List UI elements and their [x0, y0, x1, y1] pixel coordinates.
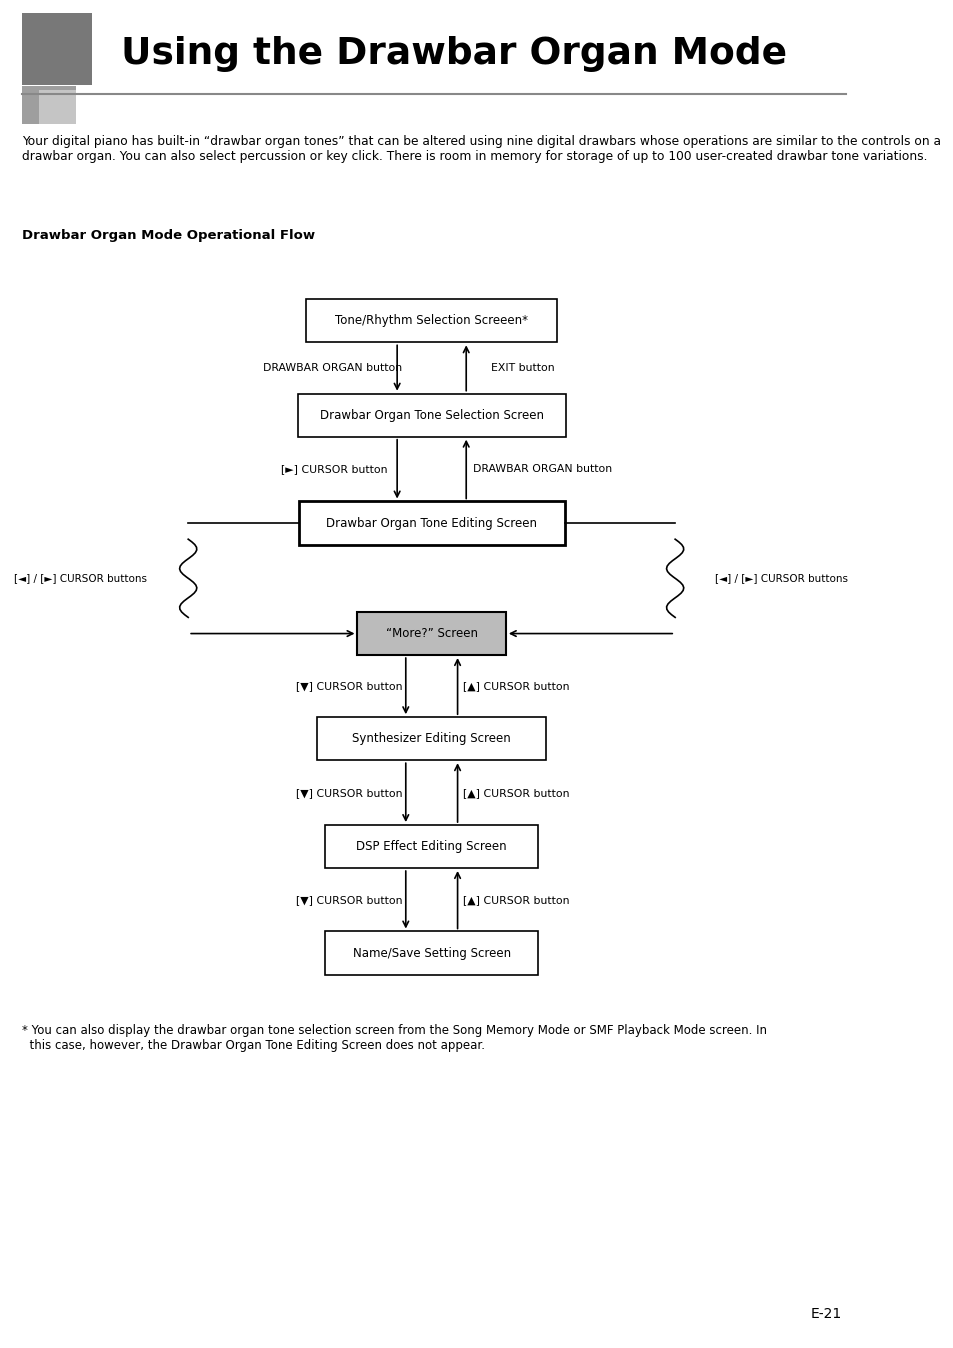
- Text: DRAWBAR ORGAN button: DRAWBAR ORGAN button: [472, 464, 611, 474]
- Text: Name/Save Setting Screen: Name/Save Setting Screen: [353, 946, 510, 960]
- FancyBboxPatch shape: [298, 501, 564, 545]
- FancyBboxPatch shape: [357, 612, 505, 655]
- Text: DSP Effect Editing Screen: DSP Effect Editing Screen: [356, 840, 506, 853]
- Text: “More?” Screen: “More?” Screen: [385, 627, 477, 640]
- Text: E-21: E-21: [810, 1308, 841, 1321]
- Bar: [22, 86, 76, 124]
- Text: Tone/Rhythm Selection Screeen*: Tone/Rhythm Selection Screeen*: [335, 314, 528, 328]
- Text: Drawbar Organ Tone Selection Screen: Drawbar Organ Tone Selection Screen: [319, 408, 543, 422]
- Text: [▲] CURSOR button: [▲] CURSOR button: [462, 681, 569, 692]
- FancyBboxPatch shape: [325, 931, 537, 975]
- Text: [◄] / [►] CURSOR buttons: [◄] / [►] CURSOR buttons: [714, 573, 847, 584]
- FancyBboxPatch shape: [306, 299, 557, 342]
- Text: Drawbar Organ Mode Operational Flow: Drawbar Organ Mode Operational Flow: [22, 229, 314, 243]
- Text: [▼] CURSOR button: [▼] CURSOR button: [296, 681, 402, 692]
- Text: [▲] CURSOR button: [▲] CURSOR button: [462, 787, 569, 798]
- Text: [▲] CURSOR button: [▲] CURSOR button: [462, 895, 569, 905]
- Text: [▼] CURSOR button: [▼] CURSOR button: [296, 895, 402, 905]
- Text: DRAWBAR ORGAN button: DRAWBAR ORGAN button: [263, 363, 401, 373]
- FancyBboxPatch shape: [317, 717, 545, 760]
- Text: Synthesizer Editing Screen: Synthesizer Editing Screen: [352, 732, 511, 745]
- Text: [◄] / [►] CURSOR buttons: [◄] / [►] CURSOR buttons: [13, 573, 147, 584]
- Bar: [39, 90, 76, 124]
- Bar: [22, 13, 92, 85]
- Text: Drawbar Organ Tone Editing Screen: Drawbar Organ Tone Editing Screen: [326, 516, 537, 530]
- Text: Using the Drawbar Organ Mode: Using the Drawbar Organ Mode: [121, 36, 786, 71]
- Text: Your digital piano has built-in “drawbar organ tones” that can be altered using : Your digital piano has built-in “drawbar…: [22, 135, 940, 163]
- FancyBboxPatch shape: [325, 825, 537, 868]
- Text: * You can also display the drawbar organ tone selection screen from the Song Mem: * You can also display the drawbar organ…: [22, 1024, 766, 1053]
- FancyBboxPatch shape: [297, 394, 565, 437]
- Text: [▼] CURSOR button: [▼] CURSOR button: [296, 787, 402, 798]
- Text: [►] CURSOR button: [►] CURSOR button: [280, 464, 387, 474]
- Text: EXIT button: EXIT button: [490, 363, 554, 373]
